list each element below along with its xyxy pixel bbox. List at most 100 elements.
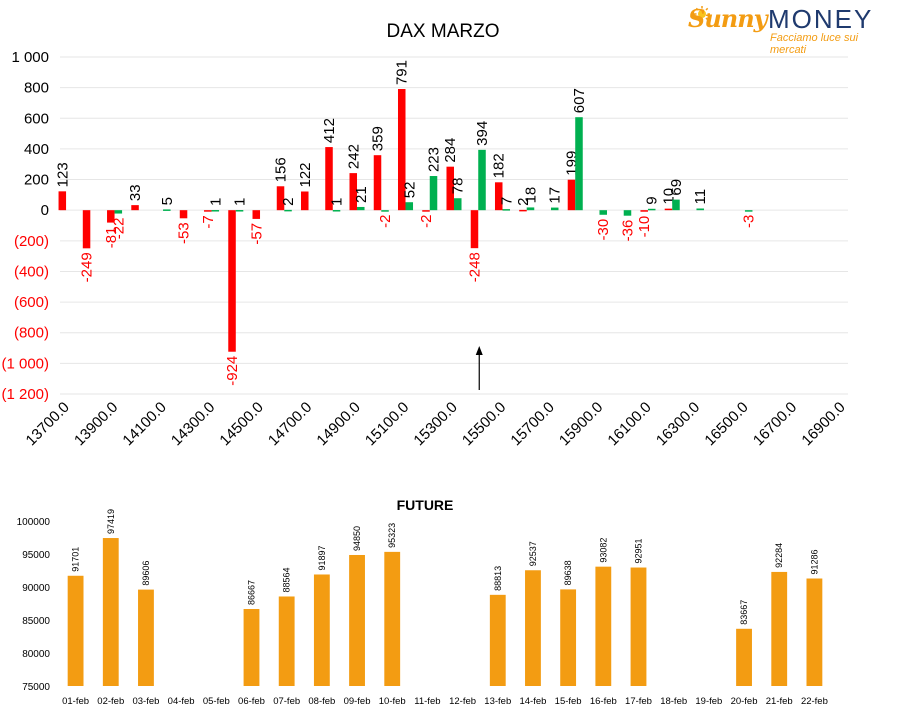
y-tick-label: 400	[24, 141, 49, 158]
bar	[381, 210, 389, 212]
x-tick-label: 11-feb	[414, 696, 440, 707]
bar	[301, 191, 309, 211]
data-label: 156	[273, 157, 290, 182]
bar	[357, 206, 365, 211]
bar	[278, 596, 295, 686]
bar	[276, 186, 285, 211]
x-tick-label: 14300.0	[168, 399, 218, 449]
bar	[519, 209, 527, 212]
chart-title: FUTURE	[397, 497, 454, 513]
data-label: 92951	[634, 538, 644, 563]
x-tick-label: 21-feb	[766, 696, 793, 707]
bar	[494, 182, 503, 211]
bar	[405, 202, 414, 211]
bar	[744, 210, 753, 212]
x-tick-label: 22-feb	[801, 696, 828, 707]
bar	[560, 589, 577, 686]
bar	[163, 209, 171, 211]
bar	[349, 554, 365, 686]
y-tick-label: 85000	[22, 616, 50, 627]
bar	[771, 571, 788, 686]
y-tick-label: (600)	[14, 294, 49, 311]
bar	[211, 210, 220, 212]
y-tick-label: 95000	[22, 550, 50, 561]
x-tick-label: 01-feb	[62, 696, 89, 707]
bar	[384, 551, 401, 686]
data-label: -57	[248, 223, 265, 245]
logo-tagline: Facciamo luce sui mercati	[770, 32, 859, 56]
x-tick-label: 16300.0	[653, 399, 703, 449]
bar	[736, 628, 752, 686]
bar	[672, 199, 680, 211]
x-tick-label: 13700.0	[23, 399, 73, 449]
bar	[647, 208, 656, 211]
bar	[640, 210, 648, 212]
bar	[454, 198, 462, 211]
bar	[470, 210, 479, 249]
data-label: 2	[280, 198, 297, 206]
x-tick-label: 17-feb	[625, 696, 652, 707]
chart-title: DAX MARZO	[387, 21, 500, 42]
data-label: 89606	[141, 561, 151, 586]
arrow-up-icon	[475, 346, 483, 355]
x-tick-label: 16100.0	[604, 399, 654, 449]
data-label: 284	[442, 138, 459, 163]
x-tick-label: 13900.0	[71, 399, 121, 449]
y-tick-label: 200	[24, 172, 49, 189]
y-tick-label: 80000	[22, 649, 50, 660]
logo-brand-sunny: Sunny	[688, 4, 768, 33]
x-tick-label: 07-feb	[273, 696, 300, 707]
bar	[575, 117, 583, 211]
data-label: 122	[297, 162, 314, 187]
data-label: 89638	[563, 560, 573, 585]
data-label: 1	[329, 198, 346, 206]
data-label: 88564	[282, 567, 292, 592]
bar	[138, 589, 154, 686]
bar	[664, 208, 673, 211]
x-tick-label: 16900.0	[798, 399, 848, 449]
data-label: 92537	[528, 541, 538, 566]
x-tick-label: 10-feb	[379, 696, 406, 707]
bar	[252, 210, 261, 219]
bar	[313, 574, 330, 686]
x-tick-label: 14900.0	[313, 399, 363, 449]
bar	[235, 210, 244, 212]
data-label: 91897	[317, 545, 327, 570]
logo-brand-money: MONEY	[768, 4, 874, 34]
data-label: 11	[692, 189, 709, 205]
sunny-money-logo: Sunny MONEY Facciamo luce sui mercati	[682, 4, 892, 56]
data-label: -36	[619, 220, 636, 242]
y-tick-label: 100000	[17, 517, 51, 528]
bar	[284, 209, 292, 212]
data-label: -249	[79, 252, 96, 282]
bar	[397, 89, 406, 211]
x-tick-label: 16500.0	[701, 399, 751, 449]
y-tick-label: (400)	[14, 263, 49, 280]
x-tick-label: 03-feb	[132, 696, 159, 707]
x-tick-label: 15300.0	[410, 399, 460, 449]
data-label: 394	[474, 121, 491, 146]
y-tick-label: 600	[24, 110, 49, 127]
x-tick-label: 15-feb	[555, 696, 582, 707]
data-label: 2	[515, 198, 532, 206]
bar	[107, 210, 115, 223]
data-label: -22	[110, 218, 127, 240]
data-label: 182	[491, 153, 508, 178]
data-label: 7	[498, 197, 515, 205]
bar	[550, 207, 559, 211]
data-label: 88813	[493, 566, 503, 591]
x-tick-label: 16-feb	[590, 696, 617, 707]
bar	[478, 149, 486, 211]
bar	[373, 155, 382, 211]
bar	[623, 210, 632, 216]
bar	[525, 570, 541, 686]
x-tick-label: 14500.0	[216, 399, 266, 449]
data-label: 412	[321, 118, 338, 143]
data-label: 242	[345, 144, 362, 169]
data-label: 1	[207, 198, 224, 206]
data-label: -2	[377, 214, 394, 227]
bar	[630, 567, 647, 686]
x-tick-label: 15700.0	[507, 399, 557, 449]
data-label: 9	[644, 196, 661, 204]
data-label: 33	[127, 184, 144, 201]
